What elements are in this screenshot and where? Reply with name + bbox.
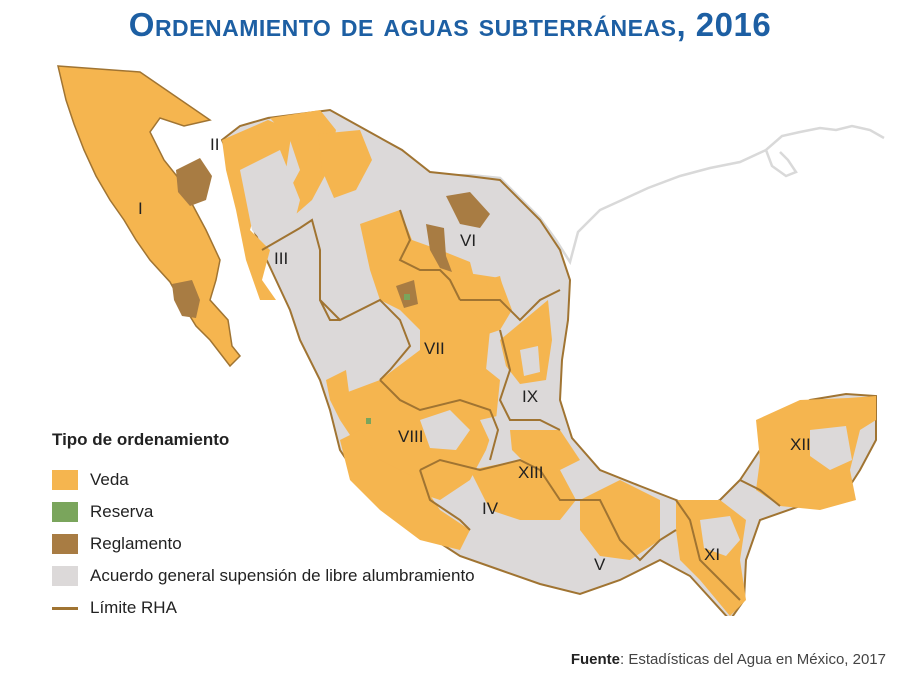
baja-california bbox=[57, 65, 242, 368]
region-label-xi: XI bbox=[704, 545, 720, 564]
source-label: Fuente bbox=[570, 651, 620, 668]
source-note: Fuente: Estadísticas del Agua en México,… bbox=[571, 651, 886, 668]
florida-outline bbox=[764, 149, 798, 178]
legend-item-limite: Límite RHA bbox=[52, 592, 475, 624]
legend-swatch-reglamento bbox=[52, 534, 78, 554]
page-title: Ordenamiento de aguas subterráneas, 2016 bbox=[128, 6, 772, 43]
region-label-iii: III bbox=[274, 249, 288, 268]
region-label-ix: IX bbox=[522, 387, 538, 406]
reglamento-zones bbox=[172, 158, 490, 318]
legend-label-veda: Veda bbox=[90, 470, 129, 489]
legend-label-limite: Límite RHA bbox=[90, 598, 177, 617]
legend-item-reglamento: Reglamento bbox=[52, 528, 475, 560]
region-label-xiii: XIII bbox=[518, 463, 544, 482]
region-label-iv: IV bbox=[482, 499, 499, 518]
legend-swatch-acuerdo bbox=[52, 566, 78, 586]
legend-item-veda: Veda bbox=[52, 464, 475, 496]
region-labels: I II III IV V VI VII VIII IX XI XII XIII bbox=[138, 135, 811, 574]
legend-swatch-limite bbox=[52, 606, 78, 610]
region-label-vii: VII bbox=[424, 339, 445, 358]
reserva-zones bbox=[366, 294, 410, 424]
legend-item-acuerdo: Acuerdo general supensión de libre alumb… bbox=[52, 560, 475, 592]
legend-label-reglamento: Reglamento bbox=[90, 534, 182, 553]
region-label-vi: VI bbox=[460, 231, 476, 250]
region-label-xii: XII bbox=[790, 435, 811, 454]
region-label-v: V bbox=[594, 555, 606, 574]
source-text: : Estadísticas del Agua en México, 2017 bbox=[620, 651, 886, 668]
region-label-ii: II bbox=[210, 135, 219, 154]
legend: Tipo de ordenamiento Veda Reserva Reglam… bbox=[52, 430, 475, 624]
region-label-viii: VIII bbox=[398, 427, 424, 446]
legend-label-reserva: Reserva bbox=[90, 502, 154, 521]
legend-swatch-veda bbox=[52, 470, 78, 490]
mexico-map: I II III IV V VI VII VIII IX XI XII XIII bbox=[57, 65, 885, 616]
legend-swatch-reserva bbox=[52, 502, 78, 522]
acuerdo-zones bbox=[240, 150, 852, 556]
rha-boundaries bbox=[261, 209, 781, 601]
legend-label-acuerdo: Acuerdo general supensión de libre alumb… bbox=[90, 566, 475, 585]
legend-item-reserva: Reserva bbox=[52, 496, 475, 528]
region-label-i: I bbox=[138, 199, 143, 218]
legend-title: Tipo de ordenamiento bbox=[52, 430, 230, 449]
